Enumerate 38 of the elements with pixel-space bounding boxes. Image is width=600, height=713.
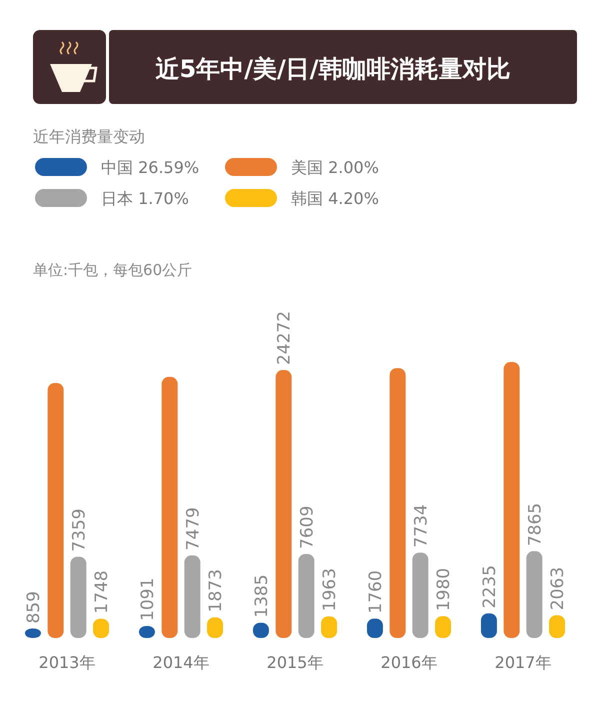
bar [412, 552, 428, 638]
legend-label: 中国 26.59% [101, 158, 200, 177]
bar [298, 554, 314, 638]
data-label: 859 [24, 591, 44, 624]
bar [390, 368, 406, 638]
data-label: 1980 [434, 568, 454, 612]
legend-label: 日本 1.70% [101, 189, 189, 208]
data-label: 1385 [252, 574, 272, 618]
x-tick-label: 2014年 [152, 653, 210, 672]
chart-title: 近5年中/美/日/韩咖啡消耗量对比 [156, 55, 510, 83]
x-tick-label: 2016年 [380, 653, 438, 672]
text: 单位:千包，每包60公斤 [33, 261, 192, 279]
data-label: 7609 [297, 506, 318, 549]
data-label: 7359 [69, 508, 90, 552]
bar [526, 551, 542, 638]
data-label: 7865 [525, 502, 546, 546]
chart-subtitle: 近年消费量变动 [33, 127, 145, 146]
data-label: 2063 [548, 566, 568, 610]
data-label: 1873 [206, 569, 226, 612]
legend-label: 韩国 4.20% [291, 189, 379, 208]
data-label: 24272 [274, 310, 295, 366]
bar [48, 382, 64, 638]
data-label: 1760 [366, 570, 386, 614]
x-tick-label: 2013年 [38, 653, 96, 672]
bar [504, 362, 520, 638]
bar [276, 370, 292, 638]
bar [70, 556, 86, 638]
data-label: 1091 [138, 578, 158, 621]
data-label: 1963 [320, 568, 340, 612]
data-label: 2235 [480, 565, 500, 608]
bar [162, 376, 178, 638]
x-tick-label: 2015年 [266, 653, 324, 672]
data-label: 1748 [92, 570, 112, 614]
bar [184, 555, 200, 638]
x-tick-label: 2017年 [494, 653, 552, 672]
legend-label: 美国 2.00% [291, 158, 379, 177]
data-label: 7479 [183, 507, 204, 550]
data-label: 7734 [411, 504, 432, 548]
